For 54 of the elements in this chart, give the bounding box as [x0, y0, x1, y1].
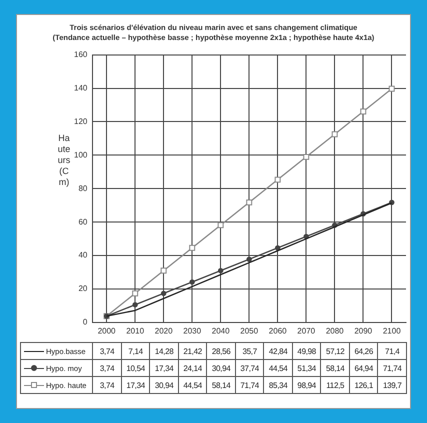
- data-label: 14,28: [149, 342, 179, 360]
- y-tick-label: 0: [82, 318, 88, 327]
- data-label: 71,74: [377, 359, 407, 377]
- x-tick-label: 2030: [183, 326, 202, 336]
- data-label: 24,14: [178, 359, 208, 377]
- x-tick-label: 2080: [326, 326, 344, 336]
- data-label: 35,7: [234, 342, 264, 360]
- data-label: 37,74: [234, 359, 264, 377]
- data-label: 44,54: [178, 376, 208, 394]
- x-tick-label: 2000: [98, 326, 116, 336]
- data-label: 30,94: [149, 376, 179, 394]
- x-tick-label: 2090: [354, 326, 373, 336]
- data-label: 3,74: [92, 359, 122, 377]
- data-label: 10,54: [120, 359, 150, 377]
- y-axis-title: Hauteurs (Cm): [57, 133, 71, 188]
- x-tick-label: 2040: [212, 326, 230, 336]
- data-label: 42,84: [263, 342, 293, 360]
- data-label: 3,74: [92, 376, 122, 394]
- data-label: 139,7: [377, 376, 407, 394]
- x-tick-label: 2050: [240, 326, 259, 336]
- data-label: 30,94: [206, 359, 236, 377]
- data-label: 57,12: [320, 342, 350, 360]
- data-label: 51,34: [292, 359, 322, 377]
- data-label: 58,14: [206, 376, 236, 394]
- data-label: 49,98: [292, 342, 322, 360]
- data-label: 64,26: [348, 342, 378, 360]
- x-tick-label: 2010: [126, 326, 145, 336]
- y-tick-label: 20: [78, 284, 88, 294]
- data-label: 44,54: [263, 359, 293, 377]
- y-tick-label: 140: [74, 83, 88, 92]
- data-label: 17,34: [149, 359, 179, 377]
- data-label: 17,34: [120, 376, 150, 394]
- data-label: 64,94: [348, 359, 378, 377]
- data-label: 112,5: [320, 376, 350, 394]
- data-label: 71,4: [377, 342, 407, 360]
- data-label: 58,14: [320, 359, 350, 377]
- x-tick-label: 2070: [297, 326, 316, 336]
- y-tick-label: 80: [78, 184, 88, 193]
- data-label: 21,42: [178, 342, 208, 360]
- data-label: 3,74: [92, 342, 122, 360]
- y-tick-label: 160: [74, 50, 88, 60]
- y-tick-label: 60: [78, 217, 88, 226]
- data-label: 28,56: [206, 342, 236, 360]
- data-label: 126,1: [348, 376, 378, 394]
- x-tick-label: 2100: [382, 326, 402, 336]
- data-label: 7,14: [120, 342, 150, 360]
- data-label: 85,34: [263, 376, 293, 394]
- y-tick-label: 100: [74, 150, 88, 160]
- y-tick-label: 40: [78, 250, 88, 260]
- x-tick-label: 2060: [268, 326, 288, 336]
- data-label: 71,74: [234, 376, 264, 394]
- data-label: 98,94: [292, 376, 322, 394]
- x-tick-label: 2020: [154, 326, 174, 336]
- y-tick-label: 120: [74, 116, 88, 126]
